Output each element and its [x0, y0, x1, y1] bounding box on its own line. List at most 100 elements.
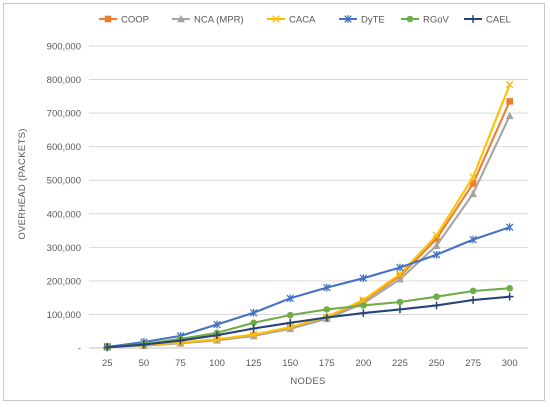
legend-marker	[406, 15, 414, 23]
data-point	[432, 250, 441, 259]
legend-label: DyTE	[361, 15, 385, 26]
data-point	[322, 313, 331, 322]
legend: COOP NCA (MPR) CACA DyTE RGoV CAEL	[99, 15, 511, 26]
x-tick-label: 75	[175, 358, 186, 369]
chart-frame: COOP NCA (MPR) CACA DyTE RGoV CAEL - 100,000 20…	[3, 3, 545, 401]
legend-item: CAEL	[464, 15, 511, 26]
legend-marker	[104, 15, 112, 23]
y-tick-label: 900,000	[47, 42, 81, 53]
x-tick-label: 25	[102, 358, 113, 369]
data-point	[469, 235, 477, 244]
y-tick-label: 100,000	[47, 310, 81, 321]
data-point	[505, 111, 514, 120]
data-point	[433, 293, 440, 300]
series-line	[107, 226, 511, 349]
data-point	[396, 275, 404, 283]
y-tick-label: 700,000	[47, 109, 81, 120]
data-point	[103, 343, 112, 352]
data-point	[286, 318, 295, 327]
x-tick-label: 275	[465, 358, 481, 369]
data-point	[469, 180, 477, 187]
legend-label: RGoV	[423, 15, 450, 26]
data-point	[250, 319, 257, 327]
data-point	[432, 241, 441, 249]
data-point	[213, 335, 221, 344]
data-point	[359, 296, 368, 304]
series-dyte	[103, 223, 514, 351]
data-point	[323, 283, 331, 292]
data-point	[359, 274, 368, 283]
data-point	[286, 311, 294, 319]
y-tick-label: -	[78, 344, 81, 355]
data-point	[505, 292, 514, 301]
data-point	[213, 320, 221, 329]
series-line	[107, 84, 511, 348]
x-tick-label: 250	[429, 358, 445, 369]
x-tick-label: 225	[392, 358, 408, 369]
legend-item: NCA (MPR)	[172, 15, 244, 26]
legend-item: RGoV	[401, 15, 450, 26]
x-tick-label: 125	[246, 358, 262, 369]
y-axis-ticks: - 100,000 200,000 300,000 400,000 500,000 600,…	[47, 42, 81, 355]
data-point	[469, 296, 478, 304]
y-tick-label: 500,000	[47, 176, 81, 187]
legend-label: COOP	[121, 15, 149, 26]
y-tick-label: 200,000	[47, 276, 81, 287]
data-point	[396, 298, 404, 306]
legend-marker	[469, 15, 477, 23]
series-group	[103, 80, 514, 352]
data-point	[506, 284, 514, 292]
data-point	[249, 330, 258, 339]
data-point	[469, 189, 478, 197]
y-tick-label: 400,000	[47, 209, 81, 220]
data-point	[286, 323, 295, 331]
legend-marker	[272, 15, 280, 23]
y-tick-label: 800,000	[47, 75, 81, 86]
data-point	[396, 263, 404, 272]
data-point	[396, 305, 404, 314]
y-axis-label: OVERHEAD (PACKETS)	[17, 128, 28, 239]
gridlines	[89, 45, 528, 349]
x-tick-label: 200	[355, 358, 371, 369]
x-tick-label: 300	[502, 358, 518, 369]
y-tick-label: 600,000	[47, 142, 81, 153]
data-point	[506, 98, 514, 105]
series-line	[107, 295, 510, 349]
x-tick-label: 150	[282, 358, 298, 369]
data-point	[286, 324, 295, 333]
data-point	[249, 308, 258, 317]
data-point	[396, 270, 404, 278]
line-chart: COOP NCA (MPR) CACA DyTE RGoV CAEL - 100,000 20…	[17, 15, 528, 387]
data-point	[469, 287, 477, 295]
data-point	[432, 301, 441, 310]
series-line	[107, 287, 510, 349]
data-point	[433, 235, 440, 243]
data-point	[323, 306, 331, 313]
legend-item: DyTE	[339, 15, 385, 26]
data-point	[432, 231, 441, 240]
data-point	[286, 294, 294, 303]
data-point	[505, 80, 514, 89]
series-rgov	[103, 284, 514, 351]
data-point	[360, 302, 367, 309]
legend-label: CACA	[289, 15, 316, 26]
data-point	[249, 324, 258, 333]
data-point	[505, 223, 514, 232]
data-point	[213, 331, 221, 340]
series-cael	[103, 292, 514, 352]
legend-label: CAEL	[486, 15, 511, 26]
legend-label: NCA (MPR)	[194, 15, 244, 26]
y-tick-label: 300,000	[47, 243, 81, 254]
legend-item: CACA	[267, 15, 316, 26]
legend-marker	[177, 14, 185, 23]
legend-marker	[344, 15, 352, 23]
x-axis-ticks: 25 50 75 100 125 150 175 200 225 250 275 300	[102, 358, 518, 369]
data-point	[359, 309, 368, 318]
data-point	[469, 173, 477, 181]
legend-item: COOP	[99, 15, 149, 26]
x-axis-label: NODES	[290, 376, 325, 387]
x-tick-label: 100	[209, 358, 225, 369]
x-tick-label: 50	[139, 358, 150, 369]
series-line	[107, 100, 511, 348]
data-point	[176, 336, 185, 345]
